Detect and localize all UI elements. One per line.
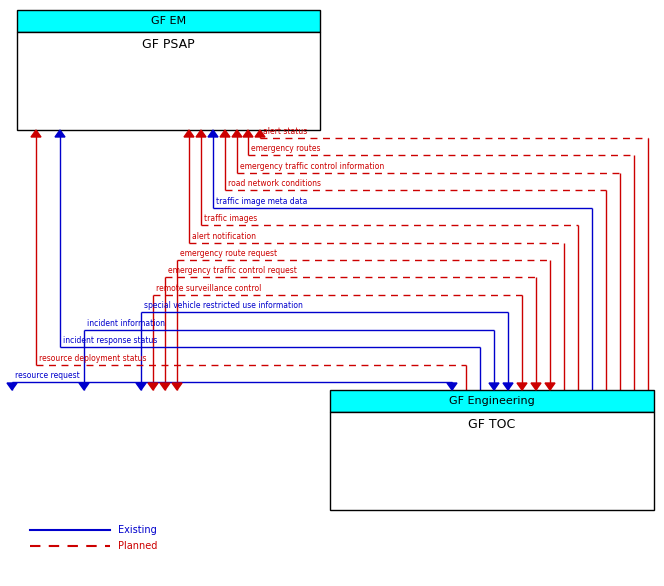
Text: traffic image meta data: traffic image meta data [216, 197, 307, 206]
Bar [17, 32, 320, 130]
Polygon shape [545, 383, 555, 390]
Text: remote surveillance control: remote surveillance control [156, 284, 262, 293]
Polygon shape [447, 383, 457, 390]
Polygon shape [196, 130, 206, 137]
Polygon shape [531, 383, 541, 390]
Text: traffic images: traffic images [204, 214, 257, 223]
Polygon shape [220, 130, 230, 137]
Text: emergency routes: emergency routes [251, 144, 321, 154]
Polygon shape [255, 130, 265, 137]
Text: incident response status: incident response status [63, 336, 157, 345]
Polygon shape [148, 383, 158, 390]
Text: incident information: incident information [87, 319, 165, 328]
Polygon shape [172, 383, 182, 390]
Text: GF TOC: GF TOC [468, 417, 516, 431]
Bar [330, 412, 654, 510]
Text: GF PSAP: GF PSAP [142, 38, 195, 50]
Text: resource request: resource request [15, 371, 80, 380]
Text: alert status: alert status [263, 127, 307, 136]
Text: Existing: Existing [118, 525, 157, 535]
Polygon shape [243, 130, 253, 137]
Polygon shape [489, 383, 499, 390]
Text: Planned: Planned [118, 541, 157, 551]
Polygon shape [208, 130, 218, 137]
Text: resource deployment status: resource deployment status [39, 353, 147, 363]
Bar [330, 390, 654, 412]
Polygon shape [503, 383, 513, 390]
Text: GF EM: GF EM [151, 16, 186, 26]
Text: road network conditions: road network conditions [228, 179, 321, 188]
Bar [17, 10, 320, 32]
Text: emergency traffic control request: emergency traffic control request [168, 267, 297, 275]
Text: alert notification: alert notification [192, 231, 256, 241]
Polygon shape [79, 383, 89, 390]
Polygon shape [136, 383, 146, 390]
Polygon shape [160, 383, 170, 390]
Text: emergency traffic control information: emergency traffic control information [240, 162, 384, 171]
Polygon shape [31, 130, 41, 137]
Text: emergency route request: emergency route request [180, 249, 277, 258]
Polygon shape [232, 130, 242, 137]
Polygon shape [517, 383, 527, 390]
Text: GF Engineering: GF Engineering [449, 396, 535, 406]
Text: special vehicle restricted use information: special vehicle restricted use informati… [144, 301, 303, 310]
Polygon shape [55, 130, 65, 137]
Polygon shape [184, 130, 194, 137]
Polygon shape [7, 383, 17, 390]
